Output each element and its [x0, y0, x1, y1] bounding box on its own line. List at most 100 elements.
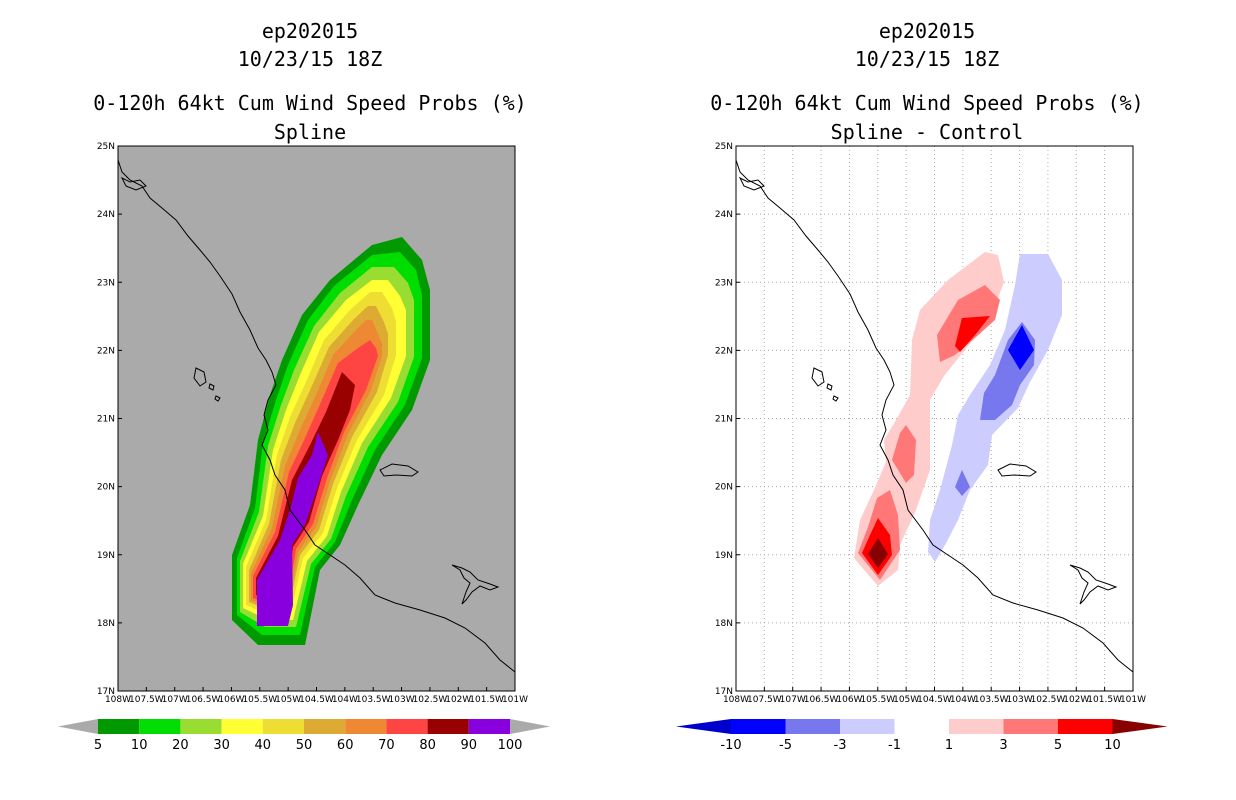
- colorbar-box: [262, 719, 304, 734]
- right-colorbar: -10 -5 -3 -1 1 3 5 10: [676, 719, 1168, 753]
- colorbar-box: [98, 719, 140, 734]
- colorbar-box: [221, 719, 263, 734]
- colorbar-box: [1058, 719, 1113, 734]
- colorbar-box: [949, 719, 1004, 734]
- colorbar-label: 3: [999, 738, 1007, 753]
- lat-tick-label: 17N: [715, 687, 733, 697]
- right-neg-3-region: [955, 470, 970, 496]
- left-storm-id: ep202015: [261, 19, 359, 43]
- lat-tick-label: 21N: [97, 415, 115, 425]
- lon-tick-label: 105W: [893, 695, 919, 705]
- right-storm-id: ep202015: [878, 19, 976, 43]
- colorbar-label: -3: [834, 738, 847, 753]
- colorbar-label: 10: [131, 738, 148, 753]
- right-axis-ticks: 17N 18N 19N 20N 21N 22N 23N 24N 25N 108W107.5W107…: [715, 142, 1146, 705]
- lon-tick-label: 104W: [332, 695, 358, 705]
- colorbar-label: 70: [378, 738, 395, 753]
- colorbar-label: 80: [419, 738, 436, 753]
- lon-tick-label: 107W: [780, 695, 806, 705]
- lon-tick-label: 107.5W: [747, 695, 782, 705]
- lon-tick-label: 102W: [445, 695, 471, 705]
- lon-tick-label: 103W: [1007, 695, 1033, 705]
- lon-tick-label: 107.5W: [129, 695, 164, 705]
- colorbar-box: [180, 719, 222, 734]
- right-map: 17N 18N 19N 20N 21N 22N 23N 24N 25N 108W107.5W107…: [715, 142, 1146, 705]
- left-axis-ticks: 17N 18N 19N 20N 21N 22N 23N 24N 25N 108W107.5W107…: [97, 142, 528, 705]
- lon-tick-label: 104.5W: [299, 695, 334, 705]
- right-pos-7-region: [868, 538, 888, 568]
- left-island-1: [120, 176, 147, 191]
- lon-tick-label: 102.5W: [413, 695, 448, 705]
- lon-tick-label: 101W: [502, 695, 528, 705]
- lat-tick-label: 17N: [97, 687, 115, 697]
- lon-tick-label: 103.5W: [974, 695, 1009, 705]
- left-island-2: [193, 367, 207, 387]
- lat-tick-label: 19N: [97, 551, 115, 561]
- left-island-5: [379, 463, 419, 477]
- lon-tick-label: 105.5W: [860, 695, 895, 705]
- colorbar-high-triangle: [1112, 719, 1168, 734]
- lat-tick-label: 18N: [715, 619, 733, 629]
- colorbar-label: -5: [779, 738, 792, 753]
- colorbar-label: -10: [720, 738, 741, 753]
- colorbar-label: 100: [498, 738, 523, 753]
- colorbar-label: -1: [888, 738, 901, 753]
- lon-tick-label: 107W: [162, 695, 188, 705]
- lon-tick-label: 103.5W: [356, 695, 391, 705]
- left-chart-subtitle: Spline: [273, 120, 347, 144]
- right-pos-6-region: [955, 316, 990, 352]
- colorbar-label: 30: [213, 738, 230, 753]
- lon-tick-label: 106W: [836, 695, 862, 705]
- right-coastline: [735, 159, 1134, 673]
- lat-tick-label: 20N: [97, 483, 115, 493]
- colorbar-label: 1: [945, 738, 953, 753]
- colorbar-box: [894, 719, 949, 734]
- left-island-4: [214, 395, 221, 402]
- colorbar-low-triangle: [676, 719, 731, 734]
- colorbar-box: [139, 719, 181, 734]
- colorbar-box: [468, 719, 510, 734]
- lon-tick-label: 101.5W: [469, 695, 504, 705]
- colorbar-box: [785, 719, 840, 734]
- lat-tick-label: 23N: [715, 278, 733, 288]
- right-lake: [1069, 564, 1118, 605]
- right-island-2: [811, 367, 825, 387]
- lat-tick-label: 22N: [715, 346, 733, 356]
- lat-tick-label: 22N: [97, 346, 115, 356]
- lon-tick-label: 108W: [105, 695, 131, 705]
- colorbar-high-triangle: [510, 719, 550, 734]
- lon-tick-label: 106W: [218, 695, 244, 705]
- lon-tick-label: 108W: [723, 695, 749, 705]
- lon-tick-label: 103W: [389, 695, 415, 705]
- lon-tick-label: 102.5W: [1031, 695, 1066, 705]
- right-pos-3-region: [892, 425, 916, 483]
- right-island-3: [826, 383, 833, 391]
- left-coastline: [117, 159, 516, 673]
- colorbar-label: 50: [296, 738, 313, 753]
- left-valid-time: 10/23/15 18Z: [237, 47, 383, 71]
- right-island-1: [738, 176, 765, 191]
- lon-tick-label: 101.5W: [1087, 695, 1122, 705]
- lat-tick-label: 23N: [97, 278, 115, 288]
- right-valid-time: 10/23/15 18Z: [854, 47, 1000, 71]
- right-chart-subtitle: Spline - Control: [830, 120, 1024, 144]
- colorbar-box: [427, 719, 469, 734]
- colorbar-label: 5: [1054, 738, 1062, 753]
- lat-tick-label: 24N: [97, 210, 115, 220]
- right-island-4: [832, 395, 839, 402]
- left-chart-title: 0-120h 64kt Cum Wind Speed Probs (%): [93, 91, 527, 115]
- right-island-5: [997, 463, 1037, 477]
- lon-tick-label: 104W: [950, 695, 976, 705]
- colorbar-label: 90: [461, 738, 478, 753]
- lat-tick-label: 20N: [715, 483, 733, 493]
- colorbar-label: 40: [255, 738, 272, 753]
- lon-tick-label: 106.5W: [804, 695, 839, 705]
- lat-tick-label: 25N: [97, 142, 115, 152]
- lat-tick-label: 25N: [715, 142, 733, 152]
- left-prob-contour-90: [257, 432, 328, 626]
- colorbar-low-triangle: [58, 719, 98, 734]
- colorbar-label: 60: [337, 738, 354, 753]
- right-chart-title: 0-120h 64kt Cum Wind Speed Probs (%): [710, 91, 1144, 115]
- lat-tick-label: 18N: [97, 619, 115, 629]
- right-neg-4-region: [1008, 325, 1034, 370]
